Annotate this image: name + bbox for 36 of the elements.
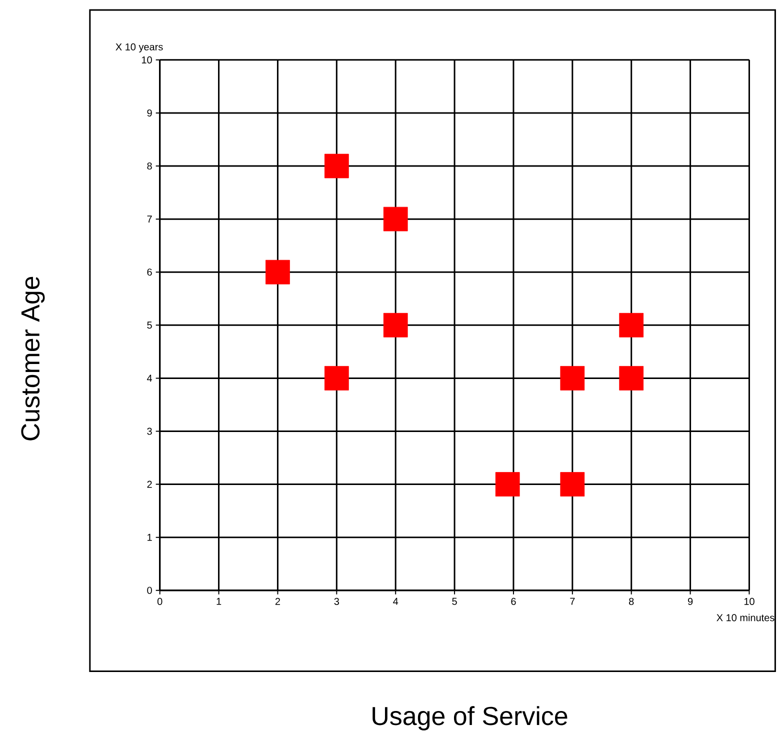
- y-tick-label: 0: [147, 586, 152, 594]
- x-tick-label: 7: [570, 598, 575, 605]
- point: [560, 366, 585, 390]
- y-axis-title: Customer Age: [21, 276, 45, 440]
- point: [495, 472, 520, 496]
- y-tick-label: 7: [147, 216, 152, 222]
- y-tick-label: 9: [147, 109, 152, 116]
- point: [383, 206, 408, 232]
- y-tick-label: 10: [142, 56, 152, 64]
- x-tick-label: 10: [744, 598, 754, 605]
- point: [266, 260, 290, 284]
- x-tick-label: 6: [511, 598, 516, 605]
- x-tick-label: 8: [629, 598, 634, 605]
- point: [560, 472, 585, 496]
- x-tick-label: 3: [334, 598, 340, 605]
- point: [619, 312, 644, 338]
- y-tick-label: 4: [146, 374, 152, 382]
- point: [383, 312, 408, 338]
- point: [619, 366, 644, 390]
- x-tick-label: 1: [216, 598, 222, 605]
- x-tick-label: 9: [688, 598, 693, 605]
- y-tick-label: 2: [147, 480, 152, 488]
- x-tick-label: 5: [452, 598, 457, 605]
- text: X 10 years: [116, 43, 163, 52]
- x-axis-title: Usage of Service: [372, 706, 568, 730]
- point: [324, 154, 349, 178]
- x-tick-label: 0: [157, 598, 162, 605]
- y-tick-label: 5: [147, 322, 152, 329]
- text: X 10 minutes: [716, 614, 774, 622]
- point: [324, 366, 349, 390]
- x-tick-label: 2: [275, 598, 280, 605]
- y-tick-label: 8: [147, 162, 152, 170]
- y-tick-label: 6: [147, 268, 152, 276]
- y-tick-label: 1: [148, 534, 152, 541]
- x-tick-label: 4: [393, 598, 398, 605]
- y-tick-label: 3: [147, 428, 152, 435]
